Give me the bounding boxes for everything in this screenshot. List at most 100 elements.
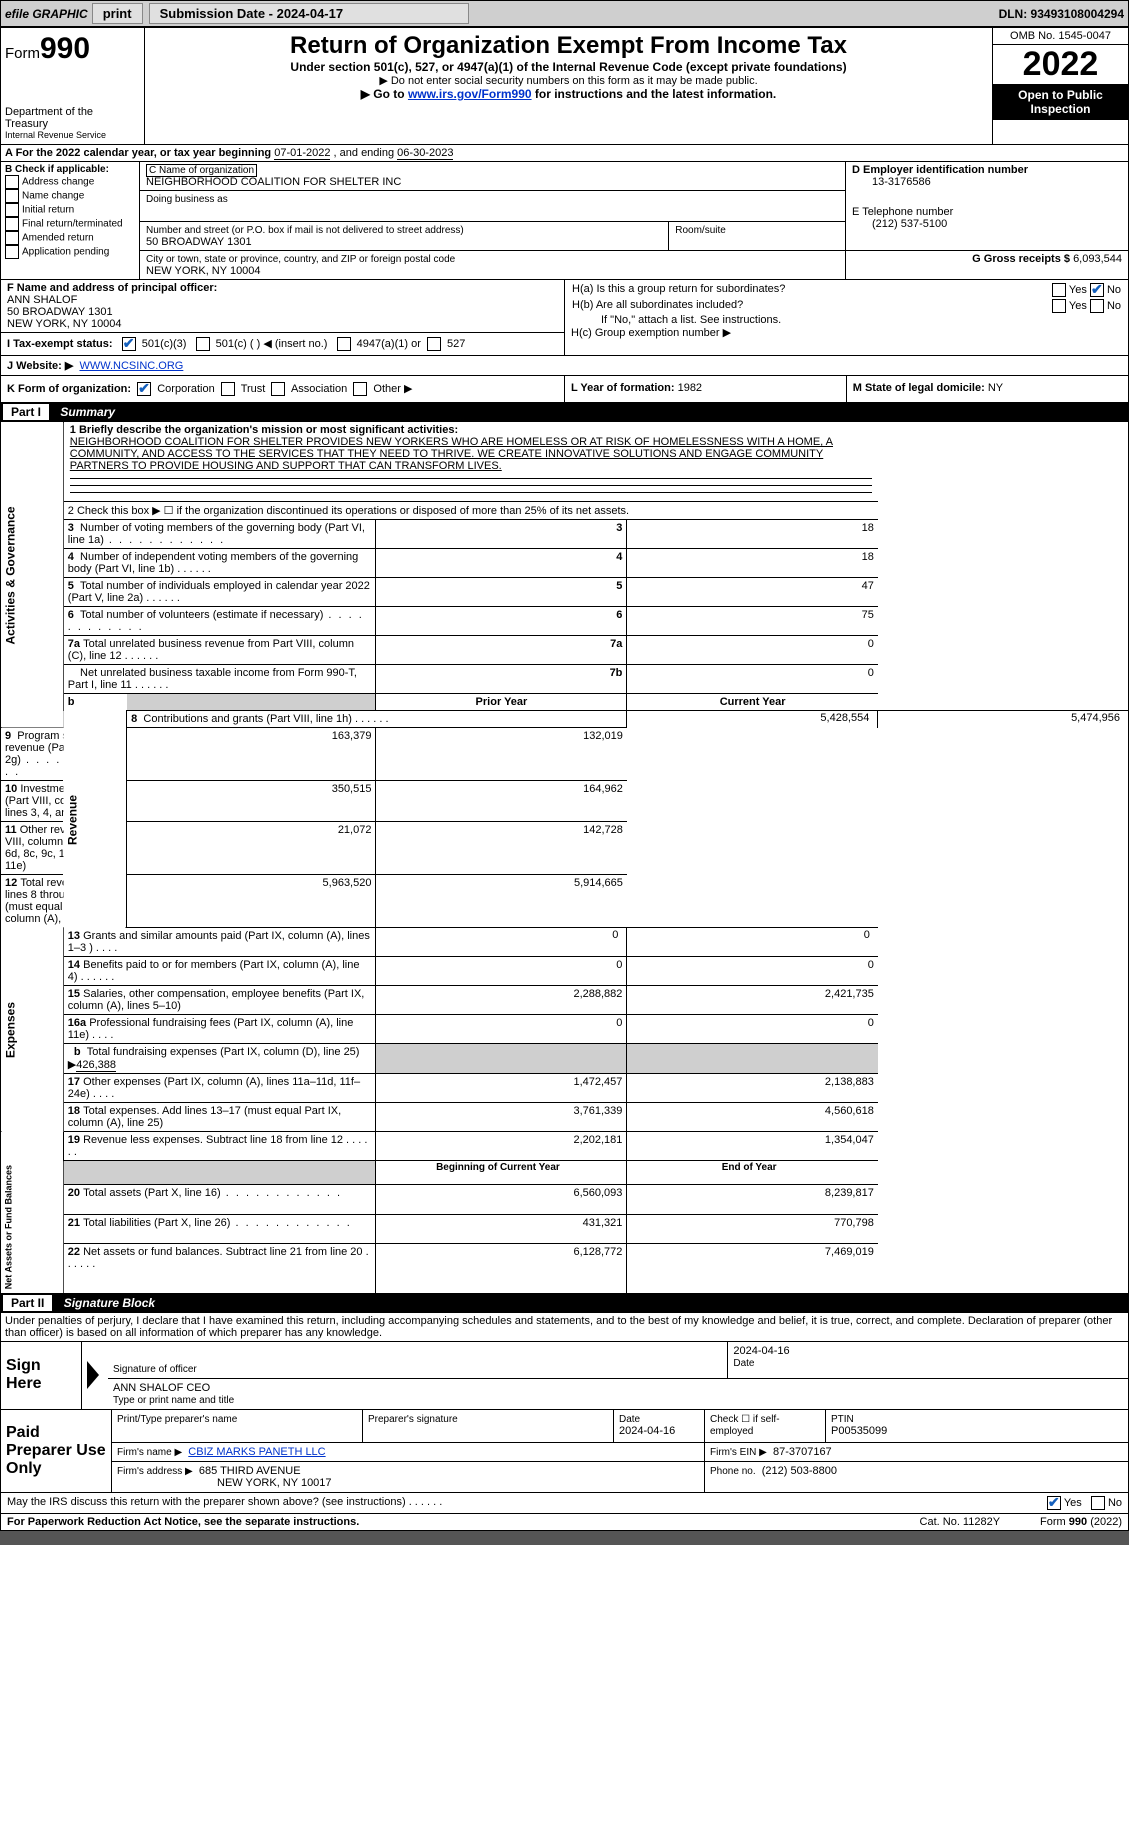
l18-curr: 4,560,618 — [627, 1103, 878, 1132]
goto-post: for instructions and the latest informat… — [532, 87, 777, 101]
b-item-2: Initial return — [22, 205, 74, 216]
l13-curr: 0 — [627, 928, 878, 957]
section-a: A For the 2022 calendar year, or tax yea… — [1, 144, 1128, 161]
website-link[interactable]: WWW.NCSINC.ORG — [79, 360, 183, 372]
l3-num: 3 — [376, 520, 627, 549]
prep-date-label: Date — [619, 1414, 640, 1425]
b-item-0: Address change — [22, 177, 94, 188]
f-street: 50 BROADWAY 1301 — [7, 306, 113, 318]
l7b-val: 0 — [627, 665, 878, 694]
irs-link[interactable]: www.irs.gov/Form990 — [408, 87, 532, 101]
checkbox-address-change[interactable] — [5, 175, 19, 189]
checkbox-app-pending[interactable] — [5, 245, 19, 259]
sign-date-label: Date — [733, 1358, 754, 1369]
a-label: A For the 2022 calendar year, or tax yea… — [5, 147, 274, 159]
j-label: J Website: ▶ — [7, 360, 73, 372]
l13-prior: 0 — [376, 928, 627, 957]
l16a-text: Professional fundraising fees (Part IX, … — [68, 1017, 354, 1041]
dept-line3: Internal Revenue Service — [5, 130, 140, 140]
fh-table: F Name and address of principal officer:… — [1, 279, 1128, 355]
footer-right-post: (2022) — [1087, 1516, 1122, 1528]
d-ein: 13-3176586 — [852, 176, 931, 188]
d-label: D Employer identification number — [852, 164, 1028, 176]
l3-val: 18 — [627, 520, 878, 549]
box-i: I Tax-exempt status: 501(c)(3) 501(c) ( … — [1, 333, 565, 356]
firm-name-link[interactable]: CBIZ MARKS PANETH LLC — [188, 1446, 325, 1458]
m-value: NY — [988, 382, 1003, 394]
entity-table: B Check if applicable: Address change Na… — [1, 161, 1128, 279]
print-button[interactable]: print — [92, 3, 143, 24]
checkbox-amended[interactable] — [5, 231, 19, 245]
part1-num: Part I — [3, 404, 49, 420]
form-subtitle: Under section 501(c), 527, or 4947(a)(1)… — [153, 60, 984, 74]
l-label: L Year of formation: — [571, 382, 675, 394]
hb-no-checkbox[interactable] — [1090, 299, 1104, 313]
e-phone: (212) 537-5100 — [852, 218, 947, 230]
firm-addr-label: Firm's address ▶ — [117, 1466, 193, 1477]
ha-yes-checkbox[interactable] — [1052, 283, 1066, 297]
i-501c-checkbox[interactable] — [196, 337, 210, 351]
i-501c: 501(c) ( ) ◀ (insert no.) — [216, 338, 328, 350]
i-4947-checkbox[interactable] — [337, 337, 351, 351]
l21-beg: 431,321 — [376, 1214, 627, 1243]
klm-table: K Form of organization: Corporation Trus… — [1, 375, 1128, 402]
l4-val: 18 — [627, 549, 878, 578]
ha-no-checkbox[interactable] — [1090, 283, 1104, 297]
k-corp-checkbox[interactable] — [137, 382, 151, 396]
box-c-city: City or town, state or province, country… — [140, 251, 846, 280]
header-table: Form990 Department of the Treasury Inter… — [1, 28, 1128, 144]
phone-label: Phone no. — [710, 1466, 756, 1477]
k-assoc-checkbox[interactable] — [271, 382, 285, 396]
ha-no: No — [1107, 284, 1121, 296]
box-g: G Gross receipts $ 6,093,544 — [846, 251, 1129, 280]
l10-prior: 350,515 — [127, 781, 376, 822]
goto-pre: ▶ Go to — [361, 87, 408, 101]
l7b-num: 7b — [376, 665, 627, 694]
part1-title: Summary — [60, 405, 115, 419]
l1-text: NEIGHBORHOOD COALITION FOR SHELTER PROVI… — [70, 436, 833, 472]
line2: 2 Check this box ▶ ☐ if the organization… — [63, 502, 878, 520]
submission-date-button[interactable]: Submission Date - 2024-04-17 — [149, 3, 469, 24]
dba-label: Doing business as — [146, 194, 228, 205]
a-mid: , and ending — [334, 147, 398, 159]
tax-year: 2022 — [993, 45, 1128, 84]
prep-sig-label: Preparer's signature — [368, 1414, 458, 1425]
dept-line2: Treasury — [5, 118, 140, 130]
l22-end: 7,469,019 — [627, 1244, 878, 1293]
prior-year-hdr: Prior Year — [376, 694, 627, 711]
l19-text: Revenue less expenses. Subtract line 18 … — [68, 1134, 368, 1158]
l12-prior: 5,963,520 — [127, 875, 376, 928]
omb-number: OMB No. 1545-0047 — [993, 28, 1128, 45]
l7b-text: Net unrelated business taxable income fr… — [68, 667, 357, 691]
hb-yes-checkbox[interactable] — [1052, 299, 1066, 313]
k-other-checkbox[interactable] — [353, 382, 367, 396]
paid-preparer-label: Paid Preparer Use Only — [1, 1409, 112, 1492]
box-c-name: C Name of organization NEIGHBORHOOD COAL… — [140, 162, 846, 222]
l15-curr: 2,421,735 — [627, 986, 878, 1015]
l5-num: 5 — [376, 578, 627, 607]
i-501c3-checkbox[interactable] — [122, 337, 136, 351]
k-trust-checkbox[interactable] — [221, 382, 235, 396]
l10-curr: 164,962 — [376, 781, 627, 822]
l17-curr: 2,138,883 — [627, 1074, 878, 1103]
l14-prior: 0 — [376, 957, 627, 986]
firm-name-label: Firm's name ▶ — [117, 1447, 182, 1458]
l16a-prior: 0 — [376, 1015, 627, 1044]
l19-curr: 1,354,047 — [627, 1132, 878, 1161]
discuss-yes-checkbox[interactable] — [1047, 1496, 1061, 1510]
firm-addr2: NEW YORK, NY 10017 — [117, 1477, 332, 1489]
checkbox-initial-return[interactable] — [5, 203, 19, 217]
checkbox-final-return[interactable] — [5, 217, 19, 231]
l4-num: 4 — [376, 549, 627, 578]
checkbox-name-change[interactable] — [5, 189, 19, 203]
discuss-no: No — [1108, 1497, 1122, 1509]
a-begin: 07-01-2022 — [274, 147, 330, 160]
efile-label: efile GRAPHIC — [5, 7, 88, 21]
ha-yes: Yes — [1069, 284, 1087, 296]
hb-note: If "No," attach a list. See instructions… — [571, 314, 1122, 326]
i-527-checkbox[interactable] — [427, 337, 441, 351]
discuss-no-checkbox[interactable] — [1091, 1496, 1105, 1510]
part2-title: Signature Block — [64, 1296, 155, 1310]
k-other: Other ▶ — [373, 383, 412, 395]
org-city: NEW YORK, NY 10004 — [146, 265, 261, 277]
